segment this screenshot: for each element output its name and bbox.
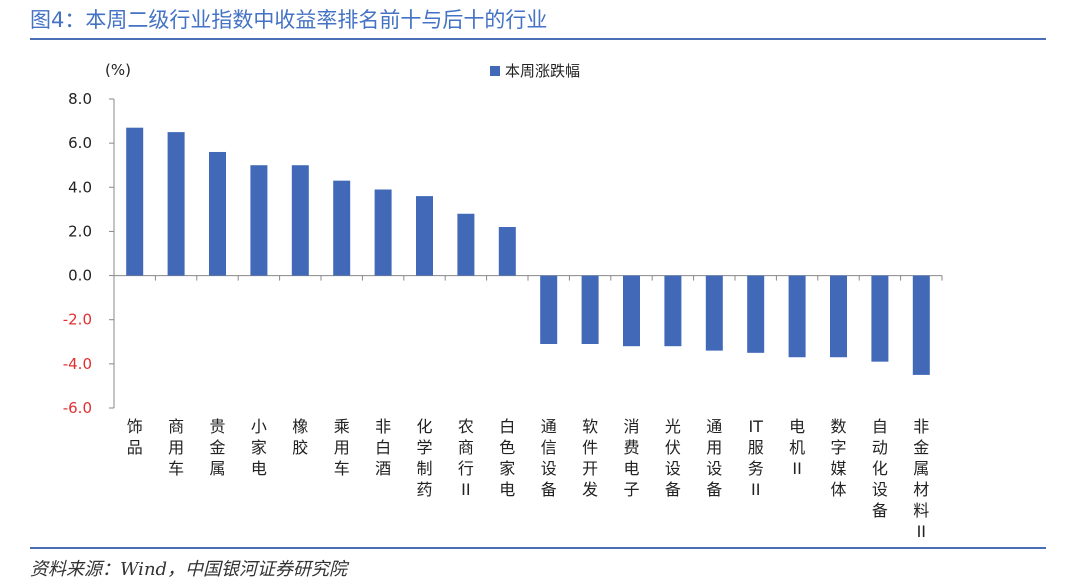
category-label: 消费电子 [623, 417, 639, 499]
bar-16 [747, 275, 765, 353]
y-tick-label: 6.0 [68, 134, 92, 152]
figure-title: 图4：本周二级行业指数中收益率排名前十与后十的行业 [30, 8, 548, 32]
y-tick-label: 2.0 [68, 222, 92, 240]
category-label: 乘用车 [334, 417, 350, 478]
y-tick-label: -6.0 [63, 399, 92, 417]
category-label: 光伏设备 [665, 417, 681, 499]
bar-9 [457, 213, 475, 276]
y-tick-label: 0.0 [68, 267, 92, 285]
bar-14 [664, 275, 682, 347]
bar-18 [830, 275, 847, 358]
category-labels: 饰品 商用车 贵金属 小家电 橡胶 乘用车 非白酒 化学制药 农商行 II 白色家电 通信设备 软件开发… [127, 417, 930, 541]
legend-label: 本周涨跌幅 [505, 62, 580, 80]
category-label: 化学制药 [416, 417, 432, 499]
bar-11 [540, 275, 558, 344]
y-tick-label: -4.0 [63, 355, 92, 373]
y-tick-label: 8.0 [68, 90, 92, 108]
category-label: IT 服务 II [748, 417, 764, 499]
y-tick-labels: 8.0 6.0 4.0 2.0 0.0 -2.0 -4.0 -6.0 (%) [63, 61, 131, 417]
bar-19 [871, 275, 889, 362]
y-tick-label: -2.0 [63, 311, 92, 329]
axes [109, 98, 943, 409]
category-label: 小家电 [251, 417, 267, 478]
category-label: 电机 II [789, 417, 805, 478]
bar-3 [209, 151, 226, 276]
legend-swatch [490, 66, 500, 76]
category-label: 通用设备 [706, 417, 722, 499]
title-divider [30, 38, 1046, 40]
category-label: 橡胶 [292, 417, 308, 457]
bar-10 [498, 227, 516, 276]
category-label: 商用车 [168, 417, 184, 478]
category-label: 非白酒 [375, 417, 391, 478]
category-label: 通信设备 [541, 417, 557, 499]
bar-8 [416, 196, 433, 276]
category-label: 软件开发 [582, 417, 598, 499]
bars [126, 127, 930, 375]
category-label: 非金属材料 II [913, 417, 929, 541]
bar-12 [581, 275, 599, 344]
y-tick-label: 4.0 [68, 178, 92, 196]
bar-6 [333, 180, 351, 276]
category-label: 饰品 [127, 417, 143, 457]
bar-1 [126, 127, 144, 276]
legend: 本周涨跌幅 [490, 62, 580, 80]
category-label: 自动化设备 [872, 417, 888, 520]
y-unit-label: (%) [105, 61, 131, 79]
category-label: 贵金属 [209, 417, 225, 478]
bar-15 [705, 275, 723, 351]
category-label: 数字媒体 [830, 417, 846, 499]
bar-17 [788, 275, 806, 358]
bar-2 [167, 132, 185, 276]
category-label: 白色家电 [499, 417, 515, 499]
source-note: 资料来源：Wind，中国银河证券研究院 [30, 559, 348, 580]
bar-5 [291, 165, 309, 276]
bar-7 [374, 189, 392, 276]
source-divider [30, 547, 1046, 549]
category-label: 农商行 II [458, 417, 474, 499]
bar-20 [912, 275, 930, 375]
bar-4 [250, 165, 268, 276]
bar-13 [623, 275, 640, 347]
